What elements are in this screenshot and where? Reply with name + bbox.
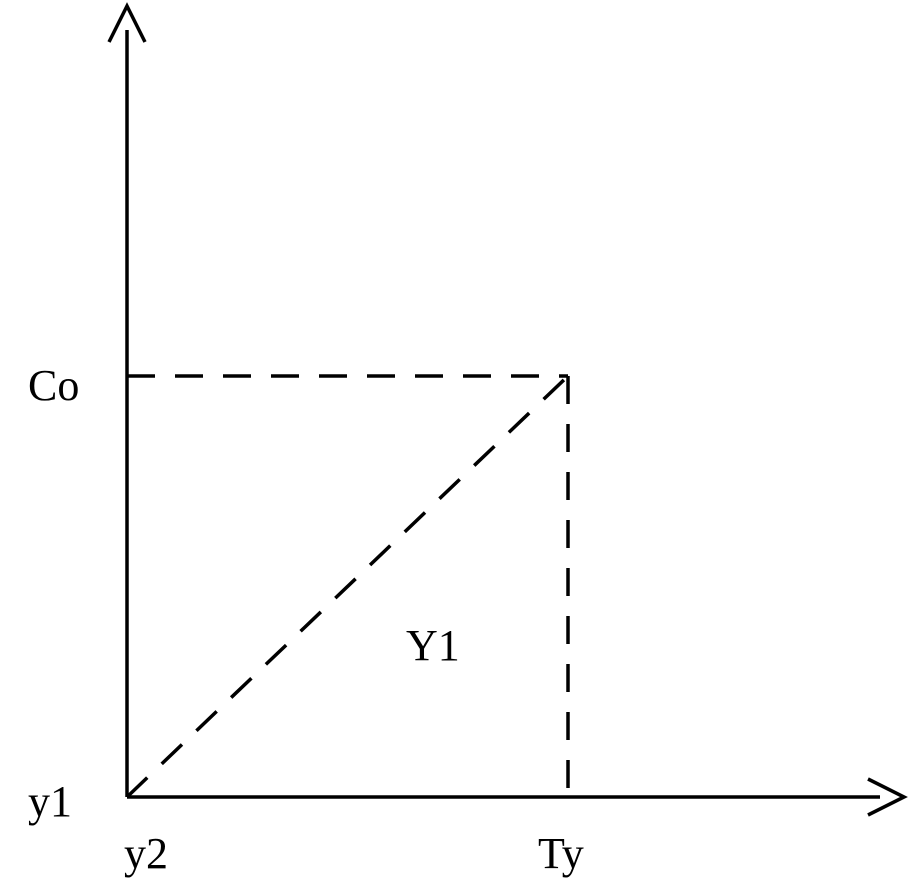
label-co: Co — [28, 360, 79, 411]
diagram-canvas — [0, 0, 914, 883]
label-ty: Ty — [538, 828, 584, 879]
label-y2: y2 — [124, 828, 168, 879]
label-y1-origin: y1 — [28, 776, 72, 827]
dashed-line-diagonal — [127, 376, 568, 797]
label-y1-line: Y1 — [406, 620, 460, 671]
